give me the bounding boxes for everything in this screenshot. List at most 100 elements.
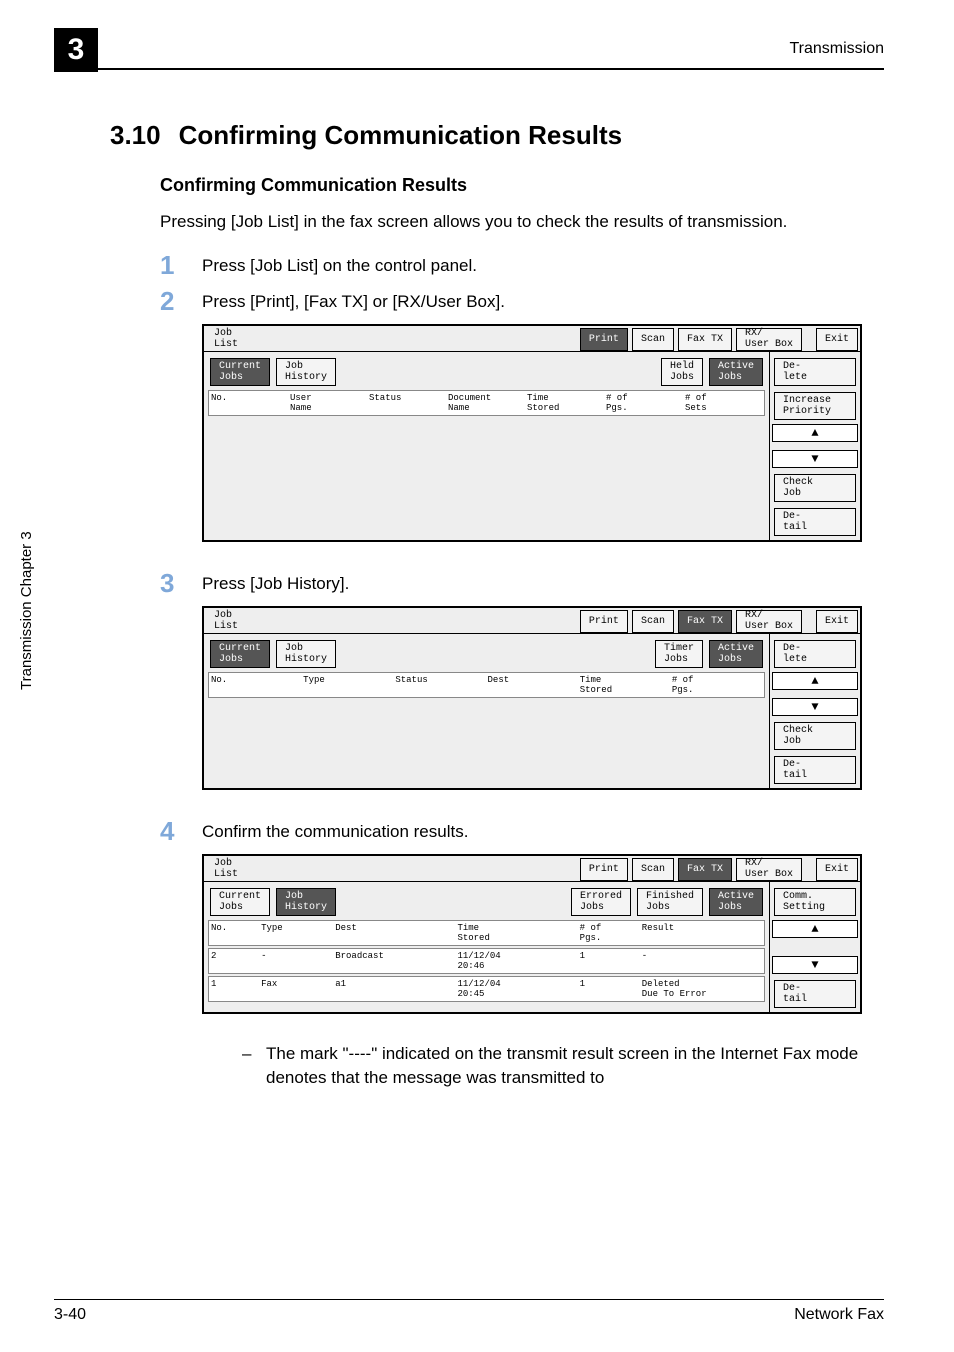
step-4: 4 Confirm the communication results. [160,818,884,844]
ss3-print-tab[interactable]: Print [580,610,628,633]
step-3-text: Press [Job History]. [202,570,349,594]
step-3: 3 Press [Job History]. [160,570,884,596]
header-rule [54,68,884,70]
header-section-label: Transmission [789,40,884,58]
ss4-col-timestored: Time Stored [457,923,577,943]
ss4-scroll-up-button[interactable]: ▲ [772,920,858,938]
ss4-row2-time: 11/12/04 20:45 [457,979,577,999]
ss3-column-headers: No. Type Status Dest Time Stored # of Pg… [208,672,765,698]
ss4-col-type: Type [261,923,333,943]
ss3-current-jobs-tab[interactable]: Current Jobs [210,640,270,668]
ss3-col-pgs: # of Pgs. [672,675,762,695]
ss4-row1-time: 11/12/04 20:46 [457,951,577,971]
step-4-text: Confirm the communication results. [202,818,468,842]
ss3-rxuserbox-tab[interactable]: RX/ User Box [736,610,802,633]
ss3-col-no: No. [211,675,301,695]
ss2-scroll-up-button[interactable]: ▲ [772,424,858,442]
ss4-rxuserbox-tab[interactable]: RX/ User Box [736,858,802,881]
ss3-col-status: Status [395,675,485,695]
section-subheading: Confirming Communication Results [160,175,884,196]
ss2-print-tab[interactable]: Print [580,328,628,351]
ss4-current-jobs-tab[interactable]: Current Jobs [210,888,270,916]
ss2-col-status: Status [369,393,446,413]
ss2-col-docname: Document Name [448,393,525,413]
ss4-col-result: Result [642,923,762,943]
ss2-col-sets: # of Sets [685,393,762,413]
ss4-scan-tab[interactable]: Scan [632,858,674,881]
screenshot-step4: Job List Print Scan Fax TX RX/ User Box … [202,854,862,1014]
ss4-print-tab[interactable]: Print [580,858,628,881]
ss3-detail-button[interactable]: De- tail [774,756,856,784]
ss3-col-dest: Dest [488,675,578,695]
ss4-finished-jobs-tab[interactable]: Finished Jobs [637,888,703,916]
ss4-exit-button[interactable]: Exit [816,858,858,881]
ss2-current-jobs-tab[interactable]: Current Jobs [210,358,270,386]
ss3-scroll-up-button[interactable]: ▲ [772,672,858,690]
ss2-active-jobs-tab[interactable]: Active Jobs [709,358,763,386]
ss4-row1-result: - [642,951,762,971]
ss2-col-pgs: # of Pgs. [606,393,683,413]
ss2-detail-button[interactable]: De- tail [774,508,856,536]
ss2-scan-tab[interactable]: Scan [632,328,674,351]
ss4-errored-jobs-tab[interactable]: Errored Jobs [571,888,631,916]
section-heading: 3.10Confirming Communication Results [110,120,884,151]
ss2-rxuserbox-tab[interactable]: RX/ User Box [736,328,802,351]
ss2-col-timestored: Time Stored [527,393,604,413]
screenshot-step2: Job List Print Scan Fax TX RX/ User Box … [202,324,862,542]
ss4-row2-dest: a1 [335,979,455,999]
ss4-row2-pgs: 1 [580,979,640,999]
ss2-faxtx-tab[interactable]: Fax TX [678,328,732,351]
ss2-job-history-tab[interactable]: Job History [276,358,336,386]
ss2-increase-priority-button[interactable]: Increase Priority [774,392,856,420]
ss3-col-timestored: Time Stored [580,675,670,695]
ss4-col-no: No. [211,923,259,943]
ss4-row2-result: Deleted Due To Error [642,979,762,999]
note-dash: – [242,1042,266,1090]
ss2-held-jobs-tab[interactable]: Held Jobs [661,358,703,386]
step-2-number: 2 [160,288,202,314]
ss2-exit-button[interactable]: Exit [816,328,858,351]
ss3-active-jobs-tab[interactable]: Active Jobs [709,640,763,668]
ss3-check-job-button[interactable]: Check Job [774,722,856,750]
ss4-scroll-down-button[interactable]: ▼ [772,956,858,974]
ss4-row1-type: - [261,951,333,971]
ss2-col-username: User Name [290,393,367,413]
screenshot-step3: Job List Print Scan Fax TX RX/ User Box … [202,606,862,790]
step4-note: – The mark "----" indicated on the trans… [242,1042,884,1090]
ss3-delete-button[interactable]: De- lete [774,640,856,668]
ss4-faxtx-tab[interactable]: Fax TX [678,858,732,881]
ss3-joblist-label: Job List [206,610,246,633]
ss4-comm-setting-button[interactable]: Comm. Setting [774,888,856,916]
ss4-col-dest: Dest [335,923,455,943]
footer-page-number: 3-40 [54,1306,86,1324]
ss3-scan-tab[interactable]: Scan [632,610,674,633]
chapter-tab: 3 [54,28,98,72]
step-1-number: 1 [160,252,202,278]
section-title-text: Confirming Communication Results [179,120,622,150]
ss4-job-history-tab[interactable]: Job History [276,888,336,916]
ss3-scroll-down-button[interactable]: ▼ [772,698,858,716]
ss4-row1-no: 2 [211,951,259,971]
step-3-number: 3 [160,570,202,596]
ss4-row-1[interactable]: 2 - Broadcast 11/12/04 20:46 1 - [208,948,765,974]
ss3-exit-button[interactable]: Exit [816,610,858,633]
ss2-delete-button[interactable]: De- lete [774,358,856,386]
section-intro: Pressing [Job List] in the fax screen al… [160,210,884,234]
ss2-scroll-down-button[interactable]: ▼ [772,450,858,468]
ss2-col-no: No. [211,393,288,413]
footer-doc-title: Network Fax [794,1306,884,1324]
ss4-row1-dest: Broadcast [335,951,455,971]
ss3-timer-jobs-tab[interactable]: Timer Jobs [655,640,703,668]
step-2-text: Press [Print], [Fax TX] or [RX/User Box]… [202,288,505,312]
ss4-col-pgs: # of Pgs. [580,923,640,943]
ss3-job-history-tab[interactable]: Job History [276,640,336,668]
ss2-check-job-button[interactable]: Check Job [774,474,856,502]
ss2-column-headers: No. User Name Status Document Name Time … [208,390,765,416]
ss4-detail-button[interactable]: De- tail [774,980,856,1008]
side-chapter-label: Transmission Chapter 3 [18,531,35,690]
ss4-row1-pgs: 1 [580,951,640,971]
ss3-faxtx-tab[interactable]: Fax TX [678,610,732,633]
step-2: 2 Press [Print], [Fax TX] or [RX/User Bo… [160,288,884,314]
ss4-active-jobs-tab[interactable]: Active Jobs [709,888,763,916]
ss4-row-2[interactable]: 1 Fax a1 11/12/04 20:45 1 Deleted Due To… [208,976,765,1002]
